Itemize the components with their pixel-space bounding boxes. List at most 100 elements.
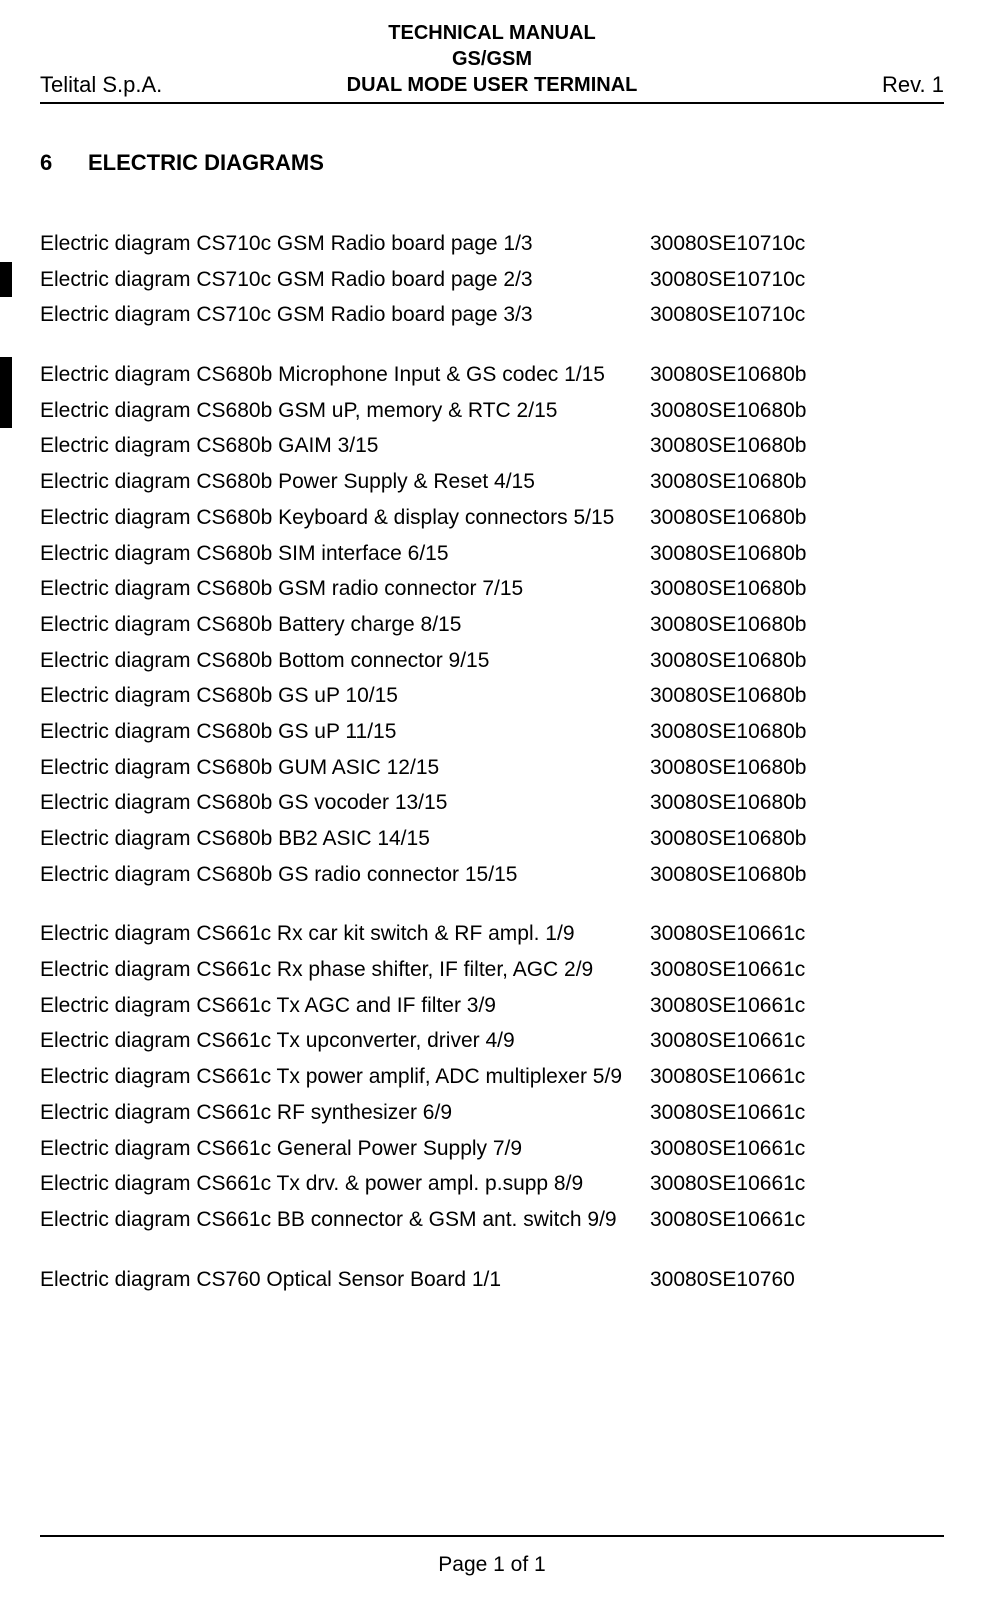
diagram-description: Electric diagram CS710c GSM Radio board … — [40, 262, 650, 298]
diagram-row: Electric diagram CS680b SIM interface 6/… — [40, 536, 944, 572]
diagram-row: Electric diagram CS680b GS vocoder 13/15… — [40, 785, 944, 821]
diagram-row: Electric diagram CS680b Microphone Input… — [40, 357, 944, 393]
diagram-row: Electric diagram CS680b GS radio connect… — [40, 857, 944, 893]
diagram-code: 30080SE10680b — [650, 428, 944, 464]
diagram-code: 30080SE10680b — [650, 643, 944, 679]
diagram-code: 30080SE10680b — [650, 357, 944, 393]
diagram-row: Electric diagram CS661c BB connector & G… — [40, 1202, 944, 1238]
diagram-description: Electric diagram CS680b Microphone Input… — [40, 357, 650, 393]
document-page: TECHNICAL MANUAL GS/GSM DUAL MODE USER T… — [0, 0, 984, 1597]
diagram-code: 30080SE10680b — [650, 821, 944, 857]
diagram-row: Electric diagram CS710c GSM Radio board … — [40, 262, 944, 298]
diagram-code: 30080SE10661c — [650, 1131, 944, 1167]
diagram-code: 30080SE10680b — [650, 714, 944, 750]
diagram-code: 30080SE10680b — [650, 393, 944, 429]
diagram-description: Electric diagram CS661c Tx power amplif,… — [40, 1059, 650, 1095]
section-number: 6 — [40, 150, 88, 176]
diagram-code: 30080SE10661c — [650, 1095, 944, 1131]
diagram-row: Electric diagram CS661c Tx AGC and IF fi… — [40, 988, 944, 1024]
diagram-row: Electric diagram CS680b GUM ASIC 12/1530… — [40, 750, 944, 786]
diagram-row: Electric diagram CS710c GSM Radio board … — [40, 226, 944, 262]
change-bar — [0, 357, 12, 393]
diagram-row: Electric diagram CS680b GSM radio connec… — [40, 571, 944, 607]
footer-page-number: Page 1 of 1 — [0, 1553, 984, 1577]
diagram-row: Electric diagram CS661c General Power Su… — [40, 1131, 944, 1167]
diagram-description: Electric diagram CS710c GSM Radio board … — [40, 297, 650, 333]
diagram-description: Electric diagram CS661c Tx AGC and IF fi… — [40, 988, 650, 1024]
diagram-row: Electric diagram CS680b GAIM 3/1530080SE… — [40, 428, 944, 464]
section-heading: 6ELECTRIC DIAGRAMS — [40, 150, 944, 176]
header-title-line2: GS/GSM — [40, 46, 944, 72]
diagram-description: Electric diagram CS680b SIM interface 6/… — [40, 536, 650, 572]
header-title-line1: TECHNICAL MANUAL — [40, 20, 944, 46]
diagram-code: 30080SE10680b — [650, 678, 944, 714]
page-header: TECHNICAL MANUAL GS/GSM DUAL MODE USER T… — [40, 20, 944, 104]
diagram-group: Electric diagram CS710c GSM Radio board … — [40, 226, 944, 333]
diagram-row: Electric diagram CS661c Tx power amplif,… — [40, 1059, 944, 1095]
header-title: TECHNICAL MANUAL GS/GSM DUAL MODE USER T… — [40, 20, 944, 98]
diagram-description: Electric diagram CS680b GSM uP, memory &… — [40, 393, 650, 429]
diagram-code: 30080SE10680b — [650, 464, 944, 500]
diagram-row: Electric diagram CS680b GSM uP, memory &… — [40, 393, 944, 429]
diagram-description: Electric diagram CS661c Rx phase shifter… — [40, 952, 650, 988]
diagram-description: Electric diagram CS661c Tx drv. & power … — [40, 1166, 650, 1202]
diagram-description: Electric diagram CS680b GUM ASIC 12/15 — [40, 750, 650, 786]
diagram-row: Electric diagram CS680b Power Supply & R… — [40, 464, 944, 500]
diagram-row: Electric diagram CS661c Tx upconverter, … — [40, 1023, 944, 1059]
diagram-code: 30080SE10661c — [650, 1166, 944, 1202]
diagram-group: Electric diagram CS680b Microphone Input… — [40, 357, 944, 892]
diagram-code: 30080SE10680b — [650, 571, 944, 607]
diagram-description: Electric diagram CS661c RF synthesizer 6… — [40, 1095, 650, 1131]
diagram-description: Electric diagram CS680b GS vocoder 13/15 — [40, 785, 650, 821]
diagram-row: Electric diagram CS760 Optical Sensor Bo… — [40, 1262, 944, 1298]
diagram-code: 30080SE10710c — [650, 297, 944, 333]
diagram-description: Electric diagram CS661c BB connector & G… — [40, 1202, 650, 1238]
diagram-row: Electric diagram CS680b GS uP 11/1530080… — [40, 714, 944, 750]
header-company: Telital S.p.A. — [40, 72, 162, 98]
diagram-description: Electric diagram CS680b GS uP 11/15 — [40, 714, 650, 750]
diagram-code: 30080SE10680b — [650, 857, 944, 893]
diagram-group: Electric diagram CS760 Optical Sensor Bo… — [40, 1262, 944, 1298]
diagram-list: Electric diagram CS710c GSM Radio board … — [40, 226, 944, 1297]
diagram-code: 30080SE10710c — [650, 262, 944, 298]
diagram-code: 30080SE10661c — [650, 1023, 944, 1059]
diagram-description: Electric diagram CS760 Optical Sensor Bo… — [40, 1262, 650, 1298]
diagram-description: Electric diagram CS680b Power Supply & R… — [40, 464, 650, 500]
diagram-description: Electric diagram CS680b Bottom connector… — [40, 643, 650, 679]
diagram-code: 30080SE10661c — [650, 1202, 944, 1238]
diagram-row: Electric diagram CS680b Bottom connector… — [40, 643, 944, 679]
diagram-code: 30080SE10710c — [650, 226, 944, 262]
diagram-description: Electric diagram CS680b GS radio connect… — [40, 857, 650, 893]
diagram-group: Electric diagram CS661c Rx car kit switc… — [40, 916, 944, 1237]
diagram-row: Electric diagram CS661c Tx drv. & power … — [40, 1166, 944, 1202]
diagram-code: 30080SE10661c — [650, 988, 944, 1024]
diagram-code: 30080SE10661c — [650, 952, 944, 988]
change-bar — [0, 262, 12, 298]
footer-rule — [40, 1535, 944, 1537]
diagram-description: Electric diagram CS680b Battery charge 8… — [40, 607, 650, 643]
section-title: ELECTRIC DIAGRAMS — [88, 150, 324, 175]
diagram-code: 30080SE10661c — [650, 916, 944, 952]
diagram-row: Electric diagram CS680b Keyboard & displ… — [40, 500, 944, 536]
diagram-description: Electric diagram CS680b BB2 ASIC 14/15 — [40, 821, 650, 857]
diagram-code: 30080SE10661c — [650, 1059, 944, 1095]
diagram-code: 30080SE10680b — [650, 536, 944, 572]
header-revision: Rev. 1 — [882, 72, 944, 98]
diagram-row: Electric diagram CS710c GSM Radio board … — [40, 297, 944, 333]
diagram-description: Electric diagram CS661c Tx upconverter, … — [40, 1023, 650, 1059]
diagram-row: Electric diagram CS680b GS uP 10/1530080… — [40, 678, 944, 714]
diagram-description: Electric diagram CS710c GSM Radio board … — [40, 226, 650, 262]
diagram-row: Electric diagram CS680b Battery charge 8… — [40, 607, 944, 643]
diagram-description: Electric diagram CS661c Rx car kit switc… — [40, 916, 650, 952]
change-bar — [0, 393, 12, 429]
diagram-description: Electric diagram CS680b GS uP 10/15 — [40, 678, 650, 714]
diagram-description: Electric diagram CS680b GSM radio connec… — [40, 571, 650, 607]
diagram-description: Electric diagram CS680b Keyboard & displ… — [40, 500, 650, 536]
diagram-description: Electric diagram CS680b GAIM 3/15 — [40, 428, 650, 464]
diagram-code: 30080SE10680b — [650, 750, 944, 786]
diagram-row: Electric diagram CS680b BB2 ASIC 14/1530… — [40, 821, 944, 857]
diagram-row: Electric diagram CS661c RF synthesizer 6… — [40, 1095, 944, 1131]
diagram-row: Electric diagram CS661c Rx phase shifter… — [40, 952, 944, 988]
diagram-code: 30080SE10760 — [650, 1262, 944, 1298]
diagram-row: Electric diagram CS661c Rx car kit switc… — [40, 916, 944, 952]
